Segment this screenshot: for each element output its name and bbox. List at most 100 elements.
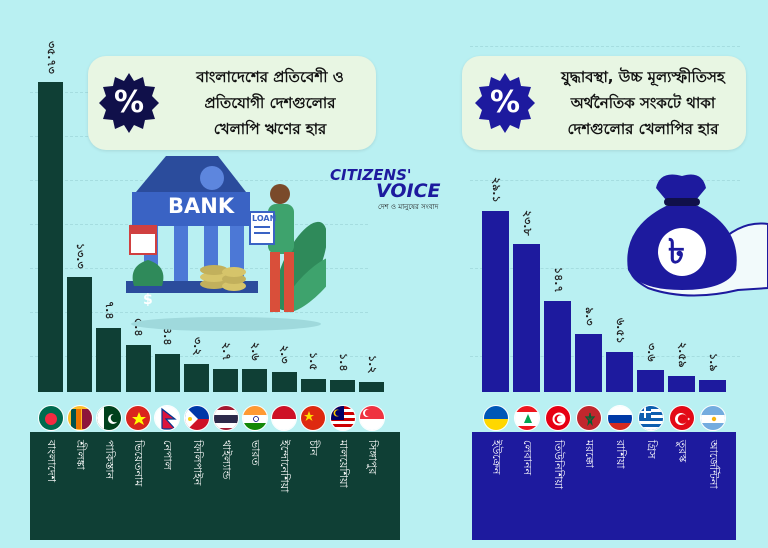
vietnam-flag-icon <box>125 405 152 431</box>
argentina-flag-icon <box>699 405 726 431</box>
bar <box>271 372 297 392</box>
badge-symbol: % <box>489 85 521 120</box>
china-flag-icon <box>300 405 327 431</box>
right-title: যুদ্ধাবস্থা, উচ্চ মূল্যস্ফীতিসহ অর্থনৈতি… <box>542 64 744 142</box>
logo-voice: VOICE <box>376 180 441 202</box>
bar <box>575 334 602 392</box>
category-label: চীন <box>307 440 321 456</box>
data-label: ১.৯ <box>706 353 720 372</box>
left-title-line2: প্রতিযোগী দেশগুলোর <box>204 94 336 112</box>
category-label: ভারত <box>248 440 262 466</box>
category-label: ইন্দোনেশিয়া <box>278 440 292 493</box>
logo-citizens: CITIZENS' <box>330 166 412 184</box>
pakistan-flag-icon <box>95 405 122 431</box>
bar <box>125 345 151 392</box>
data-label: ৯.৩ <box>582 307 596 326</box>
right-title-callout: % যুদ্ধাবস্থা, উচ্চ মূল্যস্ফীতিসহ অর্থনৈ… <box>462 56 746 150</box>
bar <box>67 276 93 392</box>
data-label: ১.২ <box>365 354 379 374</box>
philippines-flag-icon <box>183 405 210 431</box>
greece-flag-icon <box>637 405 664 431</box>
gridline <box>470 356 740 357</box>
gridline <box>30 356 368 357</box>
category-label: তুরস্ক <box>675 440 689 463</box>
bar <box>242 369 268 392</box>
bar <box>300 378 326 392</box>
data-label: ২৩.৮ <box>520 210 534 236</box>
morocco-flag-icon <box>575 405 602 431</box>
data-label: ১৩.৩ <box>73 242 87 269</box>
money-bag-icon: $ <box>143 292 153 308</box>
left-label-band <box>30 432 400 540</box>
nepal-flag-icon <box>154 405 181 431</box>
category-label: গ্রিস <box>644 440 658 459</box>
left-title: বাংলাদেশের প্রতিবেশী ও প্রতিযোগী দেশগুলো… <box>166 64 374 142</box>
bar <box>606 351 633 392</box>
turkey-flag-icon <box>668 405 695 431</box>
data-label: ২৯.১ <box>489 177 503 203</box>
percent-badge-icon: % <box>474 72 536 134</box>
lebanon-flag-icon <box>513 405 540 431</box>
loan-sign-text: LOAN <box>252 214 277 223</box>
bar <box>668 375 695 392</box>
category-label: থাইল্যান্ড <box>219 440 233 480</box>
data-label: ২.৬ <box>248 342 262 361</box>
ukraine-flag-icon <box>482 405 509 431</box>
bar <box>330 379 355 392</box>
left-title-line3: খেলাপি ঋণের হার <box>213 120 327 138</box>
category-label: মালয়েশিয়া <box>336 440 350 488</box>
category-label: রাশিয়া <box>613 440 627 469</box>
data-label: ১.৪ <box>336 352 350 372</box>
data-label: ১.৫ <box>307 351 321 371</box>
category-label: ফিলিপাইন <box>190 440 204 486</box>
bank-illustration: BANK LOAN $ <box>126 156 326 331</box>
right-title-line3: দেশগুলোর খেলাপির হার <box>567 120 719 138</box>
category-label: ভিয়েতনাম <box>132 440 146 487</box>
bar <box>513 244 540 392</box>
logo-tagline: দেশ ও মানুষের সংবাদ <box>378 203 439 211</box>
category-label: সিঙ্গাপুর <box>365 440 379 475</box>
badge-symbol: % <box>113 85 145 120</box>
data-label: ৩.২ <box>190 337 204 356</box>
category-label: লেবানন <box>520 440 534 476</box>
sri-lanka-flag-icon <box>66 405 93 431</box>
right-title-line2: অর্থনৈতিক সংকটে থাকা <box>570 94 716 112</box>
data-label: ৭.৪ <box>102 300 116 320</box>
malaysia-flag-icon <box>329 405 356 431</box>
bank-sign-text: BANK <box>168 194 235 218</box>
data-label: ২.৭ <box>219 341 233 361</box>
bar <box>154 353 180 392</box>
bar <box>482 211 509 392</box>
data-label: ৩.৬ <box>644 342 658 362</box>
bangladesh-flag-icon <box>37 405 64 431</box>
india-flag-icon <box>241 405 268 431</box>
bar <box>637 369 664 392</box>
category-label: তিউনিশিয়া <box>551 440 565 490</box>
bar <box>544 300 571 392</box>
category-label: আর্জেন্টিনা <box>706 440 720 489</box>
left-title-line1: বাংলাদেশের প্রতিবেশী ও <box>196 68 344 86</box>
bar <box>96 327 122 392</box>
bar <box>359 381 385 392</box>
singapore-flag-icon <box>358 405 385 431</box>
bar <box>699 380 726 392</box>
russia-flag-icon <box>606 405 633 431</box>
taka-icon: ৳ <box>668 232 685 272</box>
category-label: পাকিস্তান <box>102 440 116 480</box>
thailand-flag-icon <box>212 405 239 431</box>
category-label: শ্রীলঙ্কা <box>73 440 87 470</box>
right-title-line1: যুদ্ধাবস্থা, উচ্চ মূল্যস্ফীতিসহ <box>561 68 725 86</box>
data-label: ২.৩ <box>278 345 292 364</box>
data-label: ৩৫.৭৩ <box>44 40 58 74</box>
gridline <box>470 46 740 47</box>
data-label: ২.৫৯ <box>675 341 689 368</box>
category-label: ইউক্রেন <box>489 440 503 475</box>
bar <box>213 368 239 392</box>
tunisia-flag-icon <box>544 405 571 431</box>
bar <box>38 81 63 392</box>
data-label: ১৪.৭ <box>551 266 565 293</box>
indonesia-flag-icon <box>271 405 298 431</box>
gridline <box>470 180 740 181</box>
gridline <box>470 268 740 269</box>
gridline <box>30 268 368 269</box>
